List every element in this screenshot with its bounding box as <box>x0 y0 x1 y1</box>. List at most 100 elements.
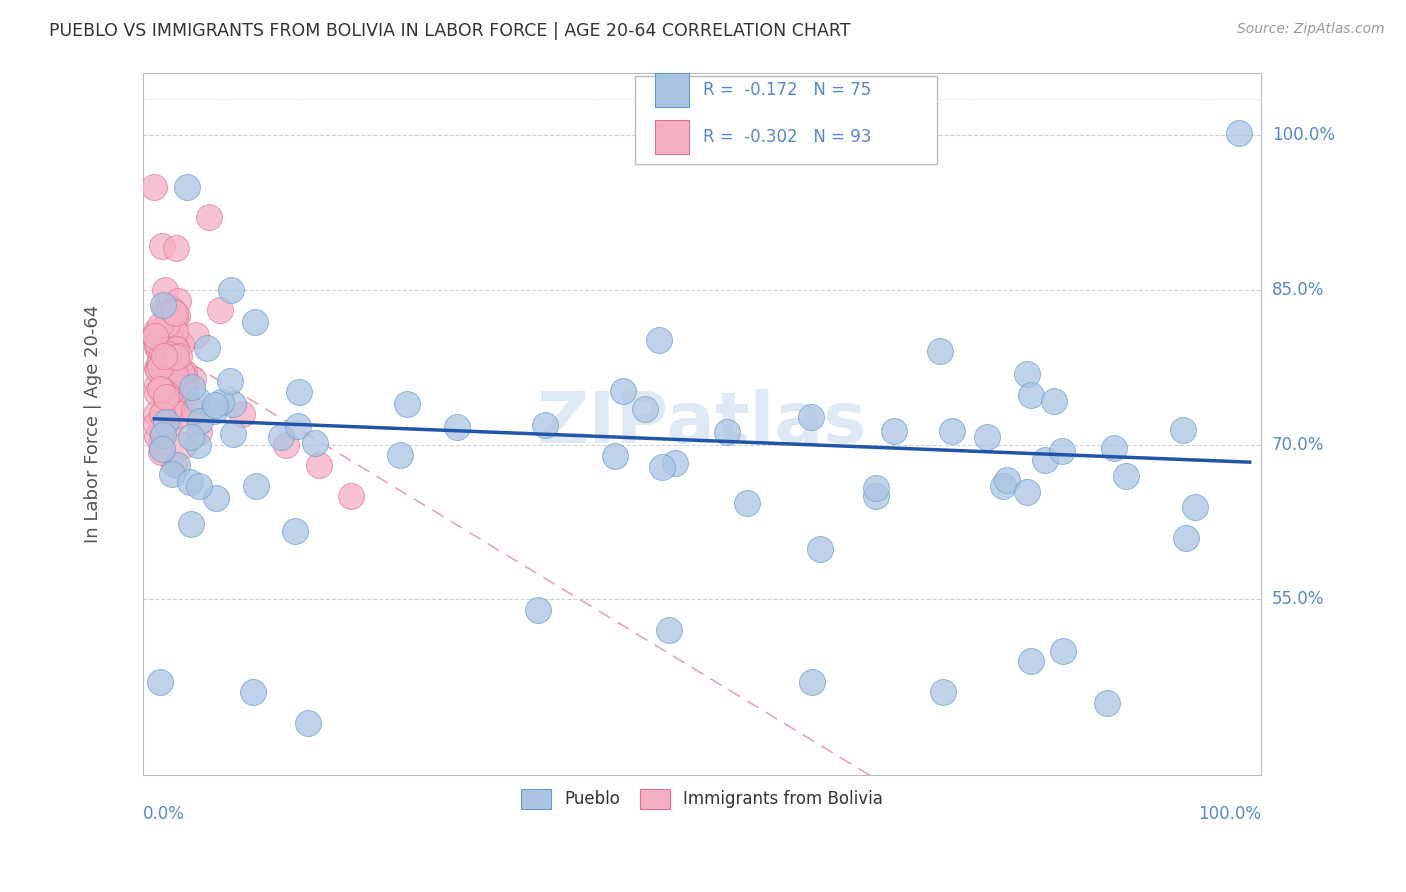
Point <box>169 365 191 379</box>
Point <box>941 424 963 438</box>
Point <box>150 442 173 456</box>
Point <box>145 324 167 338</box>
Point <box>163 306 186 320</box>
Point <box>288 385 311 400</box>
Point <box>388 448 411 462</box>
Point <box>242 685 264 699</box>
Point <box>1102 442 1125 456</box>
Point <box>152 378 174 392</box>
Point <box>297 716 319 731</box>
Point <box>155 385 177 400</box>
Point <box>221 427 243 442</box>
Point <box>1033 453 1056 467</box>
Point <box>634 402 657 417</box>
Point <box>152 428 174 442</box>
Point <box>170 385 193 400</box>
Point <box>149 324 172 338</box>
Point <box>174 375 197 389</box>
Point <box>156 379 179 393</box>
Point <box>152 355 174 369</box>
Point <box>145 428 167 442</box>
Point <box>150 407 173 421</box>
Point <box>800 675 823 690</box>
Point <box>446 419 468 434</box>
Point <box>165 342 187 356</box>
Point <box>172 368 194 383</box>
Point <box>658 624 681 638</box>
Point <box>145 336 167 351</box>
Point <box>155 358 177 372</box>
Point <box>163 325 186 339</box>
Point <box>146 385 169 400</box>
FancyBboxPatch shape <box>636 77 936 164</box>
Point <box>187 438 209 452</box>
Point <box>219 283 242 297</box>
Text: R =  -0.302   N = 93: R = -0.302 N = 93 <box>703 128 872 146</box>
Point <box>157 307 180 321</box>
Point <box>716 425 738 439</box>
Point <box>152 372 174 386</box>
Point <box>932 685 955 699</box>
Point <box>172 389 194 403</box>
Point <box>155 321 177 335</box>
Point <box>209 395 232 409</box>
Point <box>395 397 418 411</box>
Point <box>174 389 197 403</box>
FancyBboxPatch shape <box>655 73 689 107</box>
Point <box>145 417 167 432</box>
Point <box>146 361 169 376</box>
Point <box>187 393 209 408</box>
Point <box>181 380 204 394</box>
Point <box>166 408 188 422</box>
Point <box>308 458 330 473</box>
Point <box>603 449 626 463</box>
Point <box>165 242 187 256</box>
Point <box>173 366 195 380</box>
Point <box>340 489 363 503</box>
Point <box>156 317 179 331</box>
Text: 85.0%: 85.0% <box>1272 281 1324 299</box>
Point <box>170 337 193 351</box>
Point <box>162 303 184 318</box>
Point <box>737 496 759 510</box>
Text: ZIPatlas: ZIPatlas <box>537 390 868 458</box>
Point <box>152 423 174 437</box>
Point <box>1050 444 1073 458</box>
Point <box>274 437 297 451</box>
Point <box>208 303 231 318</box>
Point <box>183 372 205 386</box>
Point <box>231 407 253 421</box>
Point <box>995 473 1018 487</box>
Point <box>149 382 172 396</box>
Point <box>179 475 201 490</box>
Point <box>145 329 167 343</box>
Text: PUEBLO VS IMMIGRANTS FROM BOLIVIA IN LABOR FORCE | AGE 20-64 CORRELATION CHART: PUEBLO VS IMMIGRANTS FROM BOLIVIA IN LAB… <box>49 22 851 40</box>
Point <box>1015 367 1038 381</box>
Point <box>166 310 188 324</box>
Point <box>160 400 183 414</box>
Point <box>166 369 188 384</box>
Point <box>157 417 180 432</box>
Point <box>929 344 952 359</box>
Point <box>270 430 292 444</box>
Point <box>148 338 170 352</box>
Text: 100.0%: 100.0% <box>1198 805 1261 823</box>
Point <box>146 363 169 377</box>
Point <box>187 479 209 493</box>
Point <box>1097 696 1119 710</box>
Point <box>160 359 183 373</box>
Point <box>148 356 170 370</box>
Point <box>167 350 190 364</box>
Point <box>1227 126 1250 140</box>
Point <box>664 456 686 470</box>
Point <box>195 342 218 356</box>
Point <box>219 374 242 388</box>
Point <box>883 425 905 439</box>
Point <box>173 438 195 452</box>
Point <box>198 211 221 225</box>
Point <box>526 603 548 617</box>
Point <box>865 481 887 495</box>
Point <box>991 479 1014 493</box>
Point <box>284 524 307 538</box>
Point <box>205 491 228 505</box>
